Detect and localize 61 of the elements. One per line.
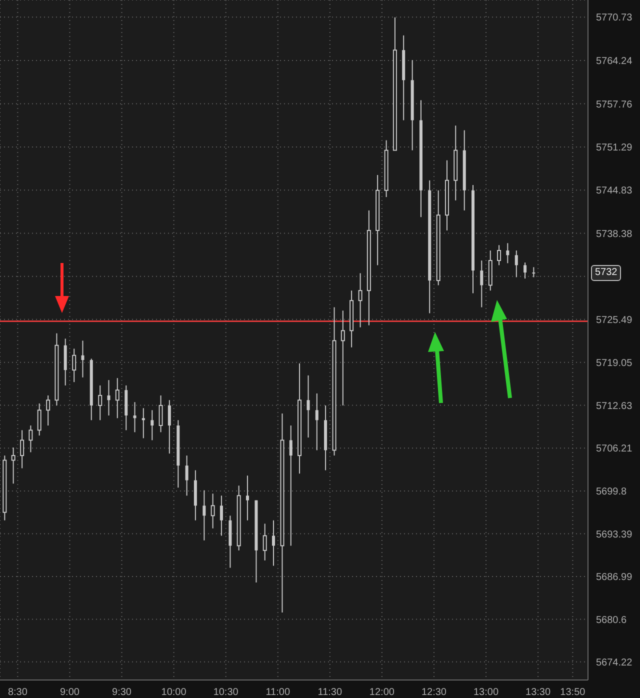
y-tick-label: 5674.22 [596,657,633,668]
candlestick [150,410,154,441]
candlestick [46,394,50,426]
y-tick-label: 5699.8 [596,486,628,498]
candlestick [480,260,484,308]
y-tick-label: 5725.49 [596,314,633,326]
y-tick-label: 5680.6 [596,614,628,626]
candlestick [20,430,24,469]
y-tick-label: 5686.99 [596,572,633,584]
candlestick [246,475,249,521]
y-tick-label: 5693.39 [596,529,633,540]
y-tick-label: 5770.73 [596,12,633,24]
candlestick [28,425,33,453]
x-tick-label: 12:00 [369,687,395,698]
candlestick [220,495,223,536]
candlestick [306,374,310,438]
x-tick-label: 9:00 [60,687,80,698]
y-tick-label: 5751.29 [596,142,633,154]
candlestick [107,380,110,416]
text: 5732 [591,265,622,282]
x-tick-label: 8:30 [8,687,28,698]
candlestick [532,266,536,278]
candlestick [497,244,502,266]
candlestick [98,384,102,421]
candlestick [202,490,206,541]
candlestick [185,455,188,496]
candlestick [340,310,345,406]
x-tick-label: 9:30 [112,687,132,698]
candlestick [315,392,318,451]
x-tick-label: 13:30 [526,687,551,698]
candlestick [115,378,120,419]
candlestick [289,425,292,546]
candlestick [524,262,527,280]
x-tick-label: 13:50 [560,687,586,698]
y-tick-label: 5738.38 [596,228,633,240]
y-tick-label: 5706.21 [596,444,633,455]
candlestick [272,520,275,566]
candlestick [81,340,84,378]
x-tick-label: 10:30 [213,687,239,698]
candlestick [210,493,215,529]
x-tick-label: 13:00 [473,687,499,698]
candlestick [72,348,76,383]
candlestick [358,272,362,328]
candlestick [506,242,510,264]
x-tick-label: 12:30 [421,687,447,698]
candlestick [262,523,267,561]
y-tick-label: 5764.24 [596,56,633,68]
x-tick-label: 11:30 [318,687,342,698]
candlestick [168,400,171,454]
y-tick-label: 5712.63 [596,400,633,412]
x-tick-label: 11:00 [266,687,290,698]
candlestick [37,402,42,436]
candlestick [158,394,163,433]
y-tick-label: 5757.76 [596,99,633,110]
candlestick [11,447,16,484]
candlestick [133,402,136,433]
candlestick [514,250,518,278]
x-tick-label: 10:00 [161,687,187,698]
y-tick-label: 5744.83 [596,186,633,197]
y-tick-label: 5719.05 [596,358,633,369]
candlestick [142,408,145,439]
